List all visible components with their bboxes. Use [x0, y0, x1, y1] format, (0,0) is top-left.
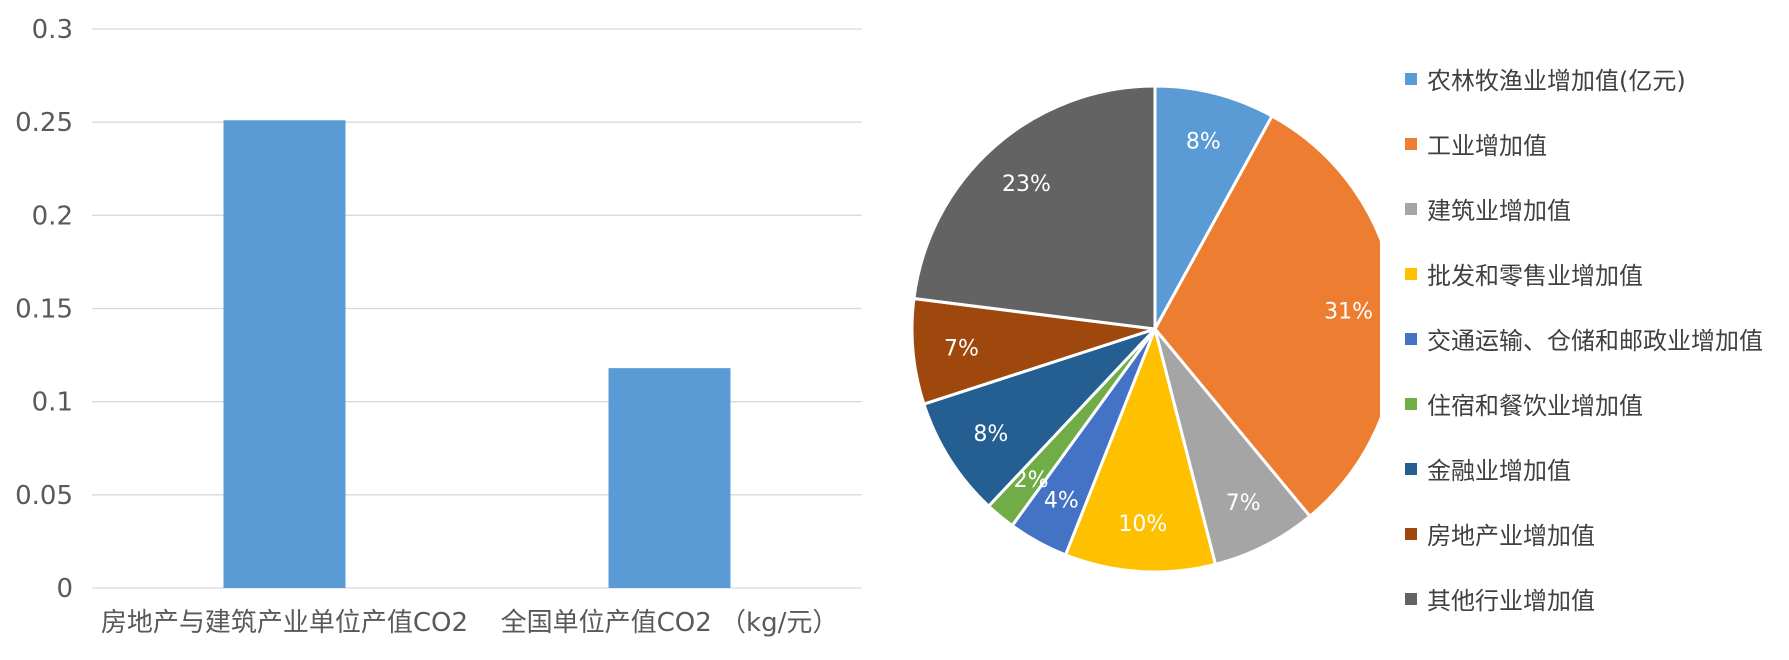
legend-item: 住宿和餐饮业增加值	[1405, 371, 1763, 436]
pie-data-label: 8%	[1186, 130, 1221, 155]
pie-slice	[910, 296, 1156, 406]
y-tick-label: 0.25	[15, 108, 73, 138]
pie-data-label: 4%	[1044, 488, 1079, 513]
legend-label: 工业增加值	[1427, 132, 1547, 160]
pie-data-label: 7%	[944, 336, 979, 361]
legend-swatch	[1405, 462, 1417, 475]
bar	[608, 368, 731, 588]
bar	[223, 120, 346, 588]
legend-item: 交通运输、仓储和邮政业增加值	[1405, 306, 1763, 371]
pie-chart: 8%31%7%10%4%2%8%7%23%	[910, 84, 1380, 574]
legend-swatch	[1405, 397, 1417, 410]
pie-slice	[922, 327, 1157, 509]
legend-swatch	[1405, 202, 1417, 215]
pie-slice	[912, 84, 1157, 331]
pie-slice	[1153, 84, 1275, 330]
pie-data-label: 8%	[973, 422, 1008, 447]
legend-label: 建筑业增加值	[1427, 197, 1571, 225]
bar-chart: 0 0.05 0.1 0.15 0.2 0.25 0.3 房地产与建筑产业单位产值CO2 全国单…	[15, 15, 862, 638]
y-tick-label: 0	[56, 574, 73, 604]
y-tick-label: 0.15	[15, 295, 73, 325]
pie-data-label: 10%	[1118, 512, 1167, 537]
legend-label: 其他行业增加值	[1427, 587, 1595, 615]
legend-label: 金融业增加值	[1427, 457, 1571, 485]
y-tick-label: 0.2	[32, 201, 73, 231]
legend-item: 建筑业增加值	[1405, 176, 1763, 241]
pie-slice	[1153, 328, 1313, 567]
legend-label: 房地产业增加值	[1427, 522, 1595, 550]
pie-data-label: 31%	[1324, 300, 1373, 325]
legend-item: 其他行业增加值	[1405, 566, 1763, 631]
legend-label: 交通运输、仓储和邮政业增加值	[1427, 327, 1763, 355]
legend-label: 住宿和餐饮业增加值	[1427, 392, 1643, 420]
legend-label: 农林牧渔业增加值(亿元)	[1427, 67, 1686, 95]
legend-swatch	[1405, 267, 1417, 280]
legend-swatch	[1405, 527, 1417, 540]
pie-legend: 农林牧渔业增加值(亿元) 工业增加值建筑业增加值批发和零售业增加值交通运输、仓储和…	[1405, 46, 1763, 631]
pie-slice	[1153, 114, 1380, 519]
x-category-label: 房地产与建筑产业单位产值CO2	[101, 608, 468, 638]
pie-data-label: 23%	[1002, 172, 1051, 197]
y-tick-label: 0.3	[32, 15, 73, 45]
pie-data-label: 7%	[1226, 491, 1261, 516]
legend-label: 批发和零售业增加值	[1427, 262, 1643, 290]
legend-swatch	[1405, 137, 1417, 150]
x-category-label: 全国单位产值CO2 （kg/元）	[501, 608, 839, 638]
legend-item: 房地产业增加值	[1405, 501, 1763, 566]
legend-swatch	[1405, 332, 1417, 345]
legend-item: 批发和零售业增加值	[1405, 241, 1763, 306]
pie-slice	[1063, 324, 1218, 574]
y-tick-label: 0.1	[32, 388, 73, 418]
legend-item: 金融业增加值	[1405, 436, 1763, 501]
legend-swatch	[1405, 592, 1417, 605]
y-tick-label: 0.05	[15, 481, 73, 511]
legend-swatch	[1405, 72, 1417, 85]
legend-item: 农林牧渔业增加值(亿元)	[1405, 46, 1763, 111]
legend-item: 工业增加值	[1405, 111, 1763, 176]
